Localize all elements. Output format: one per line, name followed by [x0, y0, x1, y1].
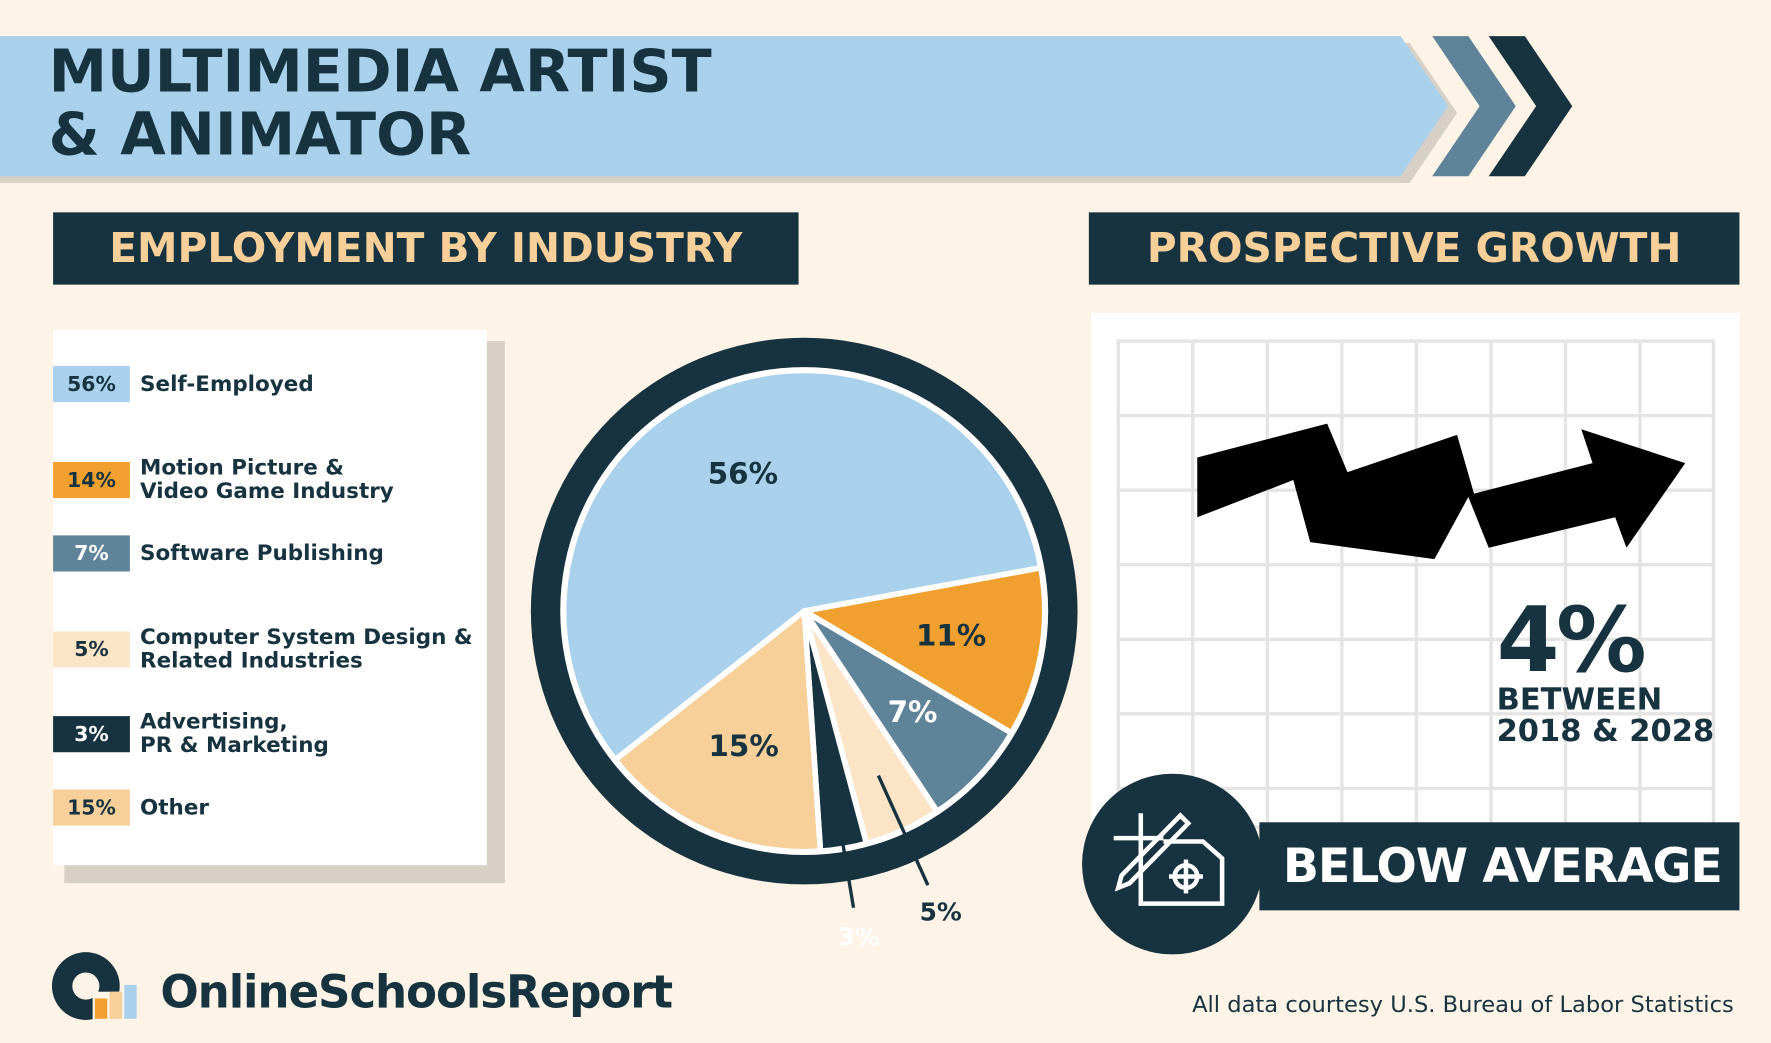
data-label: 7%: [888, 695, 938, 729]
page-title: MULTIMEDIA ARTIST & ANIMATOR: [48, 38, 712, 170]
leader-line: [832, 788, 856, 908]
legend-label: Motion Picture & Video Game Industry: [140, 455, 394, 504]
legend-label: Self-Employed: [140, 371, 314, 396]
brand: OnlineSchoolsReport: [160, 966, 673, 1019]
legend-swatch: 7%: [53, 535, 130, 572]
pie-slice: [560, 367, 1044, 763]
data-label: 56%: [708, 457, 778, 491]
data-label: 3%: [838, 923, 880, 952]
data-label: 5%: [920, 898, 962, 927]
legend-swatch: 3%: [53, 716, 130, 753]
leader-line: [876, 774, 930, 886]
data-label: 15%: [708, 729, 778, 763]
legend-swatch: 5%: [53, 631, 130, 668]
growth-value: 4%: [1496, 587, 1647, 693]
pie-slice: [612, 608, 824, 855]
legend-label: Computer System Design & Related Industr…: [140, 624, 473, 674]
pie-slice: [801, 564, 1048, 736]
legend-swatch: 15%: [53, 789, 130, 826]
data-label: 11%: [916, 619, 986, 653]
source-note: All data courtesy U.S. Bureau of Labor S…: [1192, 990, 1734, 1018]
growth-period: BETWEEN 2018 & 2028: [1496, 682, 1715, 749]
legend-label: Software Publishing: [140, 540, 384, 566]
legend-label: Advertising, PR & Marketing: [140, 709, 329, 758]
legend-swatch: 14%: [53, 461, 130, 499]
section-title: EMPLOYMENT BY INDUSTRY: [53, 212, 799, 285]
legend-swatch: 56%: [53, 365, 130, 403]
section-title: PROSPECTIVE GROWTH: [1088, 212, 1740, 285]
legend-label: Other: [140, 794, 209, 820]
growth-rating: BELOW AVERAGE: [1282, 838, 1723, 894]
